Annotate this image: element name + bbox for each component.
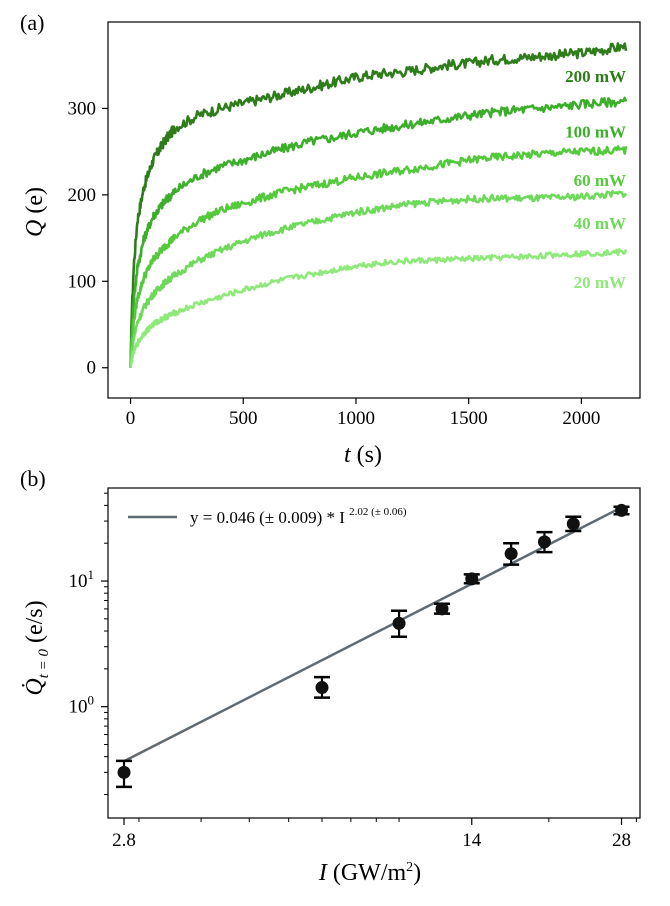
y-tick-label: 0 (87, 358, 97, 379)
data-point (434, 602, 451, 616)
panel-a-x-label: t (s) (344, 442, 382, 468)
series-line (129, 248, 628, 368)
series-label: 20 mW (574, 273, 626, 292)
x-tick-label: 1500 (450, 408, 488, 429)
series-label: 200 mW (565, 67, 626, 86)
point-marker (566, 517, 580, 531)
data-point (565, 515, 582, 533)
data-point (536, 530, 553, 554)
panel-a-axes-frame (107, 21, 641, 399)
point-marker (315, 681, 329, 695)
data-point (313, 675, 330, 699)
series-label: 100 mW (565, 123, 626, 142)
panel-b-plot: 2.8 14 28 100 101 y = 0.046 (± 0.009) * I 2… (22, 487, 641, 886)
panel-b-x-ticks: 2.8 14 28 (112, 818, 637, 851)
panel-a-series-labels: 200 mW 100 mW 60 mW 40 mW 20 mW (565, 67, 626, 292)
point-marker (117, 765, 131, 779)
x-tick-label: 1000 (337, 408, 375, 429)
series-line (129, 190, 628, 368)
panel-a-y-label: Q (e) (22, 187, 48, 237)
data-point (391, 609, 408, 639)
data-point (613, 503, 630, 517)
y-tick-label: 100 (69, 693, 95, 718)
point-marker (435, 602, 449, 616)
legend: y = 0.046 (± 0.009) * I 2.02 (± 0.06) (128, 506, 407, 527)
series-label: 40 mW (574, 214, 626, 233)
point-marker (615, 503, 629, 517)
series-line (129, 42, 628, 368)
panel-b-points (116, 503, 630, 789)
data-point (116, 759, 133, 789)
data-point (463, 572, 480, 586)
panel-a-x-ticks: 0 500 1000 1500 2000 (126, 398, 600, 429)
panel-a-series-group (129, 42, 628, 368)
y-tick-label: 300 (68, 98, 97, 119)
data-point (503, 541, 520, 566)
point-marker (465, 572, 479, 586)
panel-b-label: (b) (20, 466, 46, 491)
series-line (129, 145, 628, 368)
point-marker (504, 547, 518, 561)
x-tick-label: 500 (229, 408, 258, 429)
y-tick-label: 101 (69, 567, 95, 592)
panel-a-y-ticks: 0 100 200 300 (68, 98, 108, 379)
legend-text: y = 0.046 (± 0.009) * I 2.02 (± 0.06) (190, 506, 407, 527)
panel-b-y-ticks: 100 101 (69, 492, 108, 795)
x-tick-label: 2000 (562, 408, 600, 429)
series-line (129, 96, 628, 368)
fit-line (123, 506, 623, 763)
y-tick-label: 200 (68, 185, 97, 206)
x-tick-label: 2.8 (112, 830, 136, 851)
series-label: 60 mW (574, 171, 626, 190)
point-marker (392, 616, 406, 630)
x-tick-label: 28 (612, 830, 631, 851)
panel-a-label: (a) (20, 10, 44, 35)
x-tick-label: 14 (462, 830, 482, 851)
y-tick-label: 100 (68, 271, 97, 292)
point-marker (537, 535, 551, 549)
panel-b-axes-frame (107, 487, 641, 819)
panel-b-y-label: Q̇t = 0(e/s) (22, 600, 52, 695)
x-tick-label: 0 (126, 408, 136, 429)
panel-b-x-label: I (GW/m2) (318, 860, 421, 886)
